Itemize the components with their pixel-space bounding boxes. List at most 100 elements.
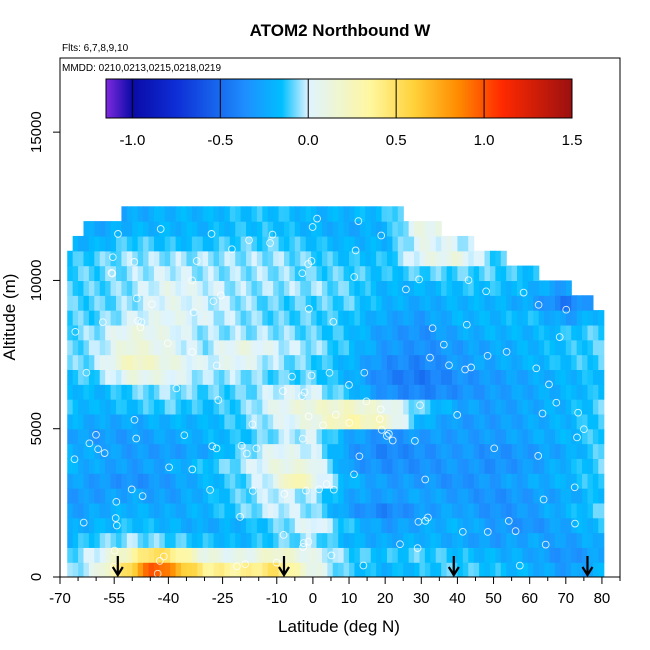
heatmap-cell — [386, 384, 393, 400]
heatmap-cell — [408, 562, 415, 577]
heatmap-cell — [153, 265, 160, 282]
heatmap-cell — [126, 458, 133, 474]
heatmap-cell — [544, 517, 551, 534]
heatmap-cell — [598, 547, 605, 563]
heatmap-cell — [218, 384, 225, 400]
heatmap-cell — [359, 473, 366, 489]
heatmap-cell — [338, 517, 345, 534]
heatmap-cell — [164, 458, 171, 474]
heatmap-cell — [202, 458, 209, 474]
heatmap-cell — [560, 295, 567, 311]
heatmap-cell — [327, 280, 334, 296]
heatmap-cell — [208, 235, 215, 252]
heatmap-cell — [159, 488, 166, 504]
heatmap-cell — [110, 221, 117, 237]
heatmap-cell — [300, 488, 307, 504]
heatmap-cell — [208, 488, 215, 504]
heatmap-cell — [181, 369, 188, 385]
heatmap-cell — [376, 413, 383, 430]
heatmap-cell — [88, 562, 95, 577]
heatmap-cell — [321, 369, 328, 385]
heatmap-cell — [305, 399, 312, 415]
heatmap-cell — [408, 369, 415, 385]
heatmap-cell — [430, 562, 437, 577]
heatmap-cell — [327, 502, 334, 519]
observation-point — [237, 441, 246, 450]
heatmap-cell — [479, 547, 486, 563]
heatmap-cell — [403, 384, 410, 400]
observation-point — [71, 327, 80, 336]
heatmap-cell — [408, 547, 415, 563]
heatmap-cell — [83, 295, 90, 311]
heatmap-cell — [278, 354, 285, 370]
heatmap-cell — [441, 532, 448, 548]
heatmap-cell — [164, 532, 171, 548]
observation-point — [137, 318, 146, 326]
heatmap-cell — [94, 235, 101, 252]
heatmap-cell — [489, 250, 496, 267]
heatmap-cell — [256, 206, 263, 222]
observation-point — [280, 490, 289, 498]
heatmap-cell — [256, 443, 263, 459]
heatmap-cell — [72, 502, 79, 519]
heatmap-cell — [300, 428, 307, 445]
heatmap-cell — [246, 384, 253, 400]
heatmap-cell — [186, 562, 193, 577]
heatmap-cell — [386, 250, 393, 267]
heatmap-cell — [386, 221, 393, 237]
heatmap-cell — [381, 532, 388, 548]
heatmap-cell — [381, 562, 388, 577]
heatmap-cell — [256, 517, 263, 534]
heatmap-cell — [462, 532, 469, 548]
heatmap-cell — [538, 562, 545, 577]
heatmap-cell — [381, 384, 388, 400]
heatmap-cell — [370, 532, 377, 548]
heatmap-cell — [354, 547, 361, 563]
heatmap-cell — [311, 354, 318, 370]
observation-point — [155, 557, 164, 565]
heatmap-cell — [224, 369, 231, 385]
heatmap-cell — [381, 221, 388, 237]
heatmap-cell — [191, 517, 198, 534]
heatmap-cell — [446, 502, 453, 519]
heatmap-cell — [473, 443, 480, 459]
heatmap-cell — [213, 206, 220, 222]
heatmap-cell — [110, 265, 117, 282]
heatmap-cell — [403, 235, 410, 252]
heatmap-cell — [218, 428, 225, 445]
observation-point — [228, 245, 236, 254]
heatmap-cell — [181, 265, 188, 282]
heatmap-cell — [527, 562, 534, 577]
heatmap-cell — [370, 502, 377, 519]
heatmap-cell — [116, 532, 123, 548]
heatmap-cell — [273, 369, 280, 385]
heatmap-cell — [132, 280, 139, 296]
heatmap-cell — [527, 369, 534, 385]
heatmap-cell — [473, 502, 480, 519]
observation-point — [325, 368, 334, 377]
heatmap-cell — [446, 295, 453, 311]
heatmap-cell — [218, 339, 225, 356]
heatmap-cell — [197, 502, 204, 519]
heatmap-cell — [191, 428, 198, 445]
heatmap-cell — [359, 488, 366, 504]
heatmap-cell — [370, 488, 377, 504]
heatmap-cell — [554, 502, 561, 519]
observation-point — [208, 442, 217, 451]
heatmap-cell — [105, 502, 112, 519]
heatmap-cell — [462, 443, 469, 459]
heatmap-cell — [121, 502, 128, 519]
heatmap-cell — [533, 354, 540, 370]
heatmap-cell — [517, 339, 524, 356]
heatmap-cell — [462, 517, 469, 534]
heatmap-cell — [186, 295, 193, 311]
heatmap-cell — [554, 443, 561, 459]
heatmap-cell — [354, 295, 361, 311]
heatmap-cell — [576, 339, 583, 356]
heatmap-cell — [121, 339, 128, 356]
heatmap-cell — [289, 310, 296, 326]
heatmap-cell — [327, 339, 334, 356]
heatmap-cell — [397, 517, 404, 534]
heatmap-cell — [164, 428, 171, 445]
heatmap-cell — [592, 562, 599, 577]
